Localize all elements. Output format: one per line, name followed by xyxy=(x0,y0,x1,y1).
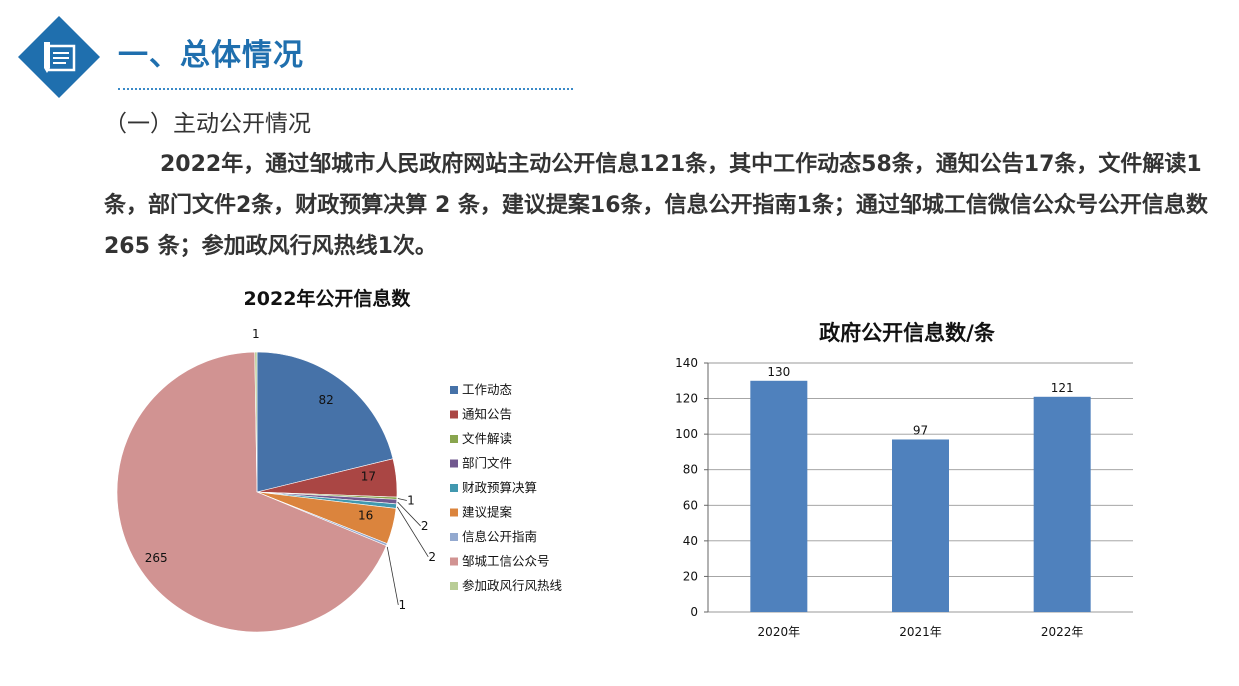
y-tick-label: 20 xyxy=(683,569,698,583)
legend-swatch xyxy=(450,410,458,419)
title-divider xyxy=(118,88,573,90)
pie-leader-line xyxy=(397,498,407,501)
legend-swatch xyxy=(450,557,458,566)
bar-chart: 政府公开信息数/条 0 20 40 60 80 100 120 140 130 2020年 97 2… xyxy=(675,321,1133,639)
legend-label: 部门文件 xyxy=(462,456,512,471)
legend-label: 参加政风行风热线 xyxy=(462,578,563,593)
y-tick-label: 120 xyxy=(675,392,698,406)
legend-label: 通知公告 xyxy=(462,407,512,422)
bar xyxy=(892,439,949,612)
legend-swatch xyxy=(450,508,458,517)
legend-label: 财政预算决算 xyxy=(462,480,537,495)
bar-value-label: 121 xyxy=(1051,381,1074,395)
pie-data-label: 16 xyxy=(358,508,373,522)
bar-title: 政府公开信息数/条 xyxy=(819,321,996,345)
legend-label: 邹城工信公众号 xyxy=(462,554,550,569)
subsection-title: （一）主动公开情况 xyxy=(104,111,311,137)
pie-slice xyxy=(254,351,258,493)
y-tick-label: 0 xyxy=(690,605,698,619)
y-tick-label: 140 xyxy=(675,356,698,370)
y-tick-label: 60 xyxy=(683,498,698,512)
bar xyxy=(750,380,808,612)
legend-label: 建议提案 xyxy=(462,505,513,520)
pie-slice xyxy=(116,351,387,633)
pie-data-label: 17 xyxy=(361,470,376,484)
section-title: 一、总体情况 xyxy=(118,38,304,73)
pie-data-label: 82 xyxy=(319,393,334,407)
y-tick-label: 40 xyxy=(683,534,698,548)
legend-swatch xyxy=(450,484,458,492)
legend-label: 信息公开指南 xyxy=(462,529,537,544)
pie-title: 2022年公开信息数 xyxy=(244,287,412,310)
legend-swatch xyxy=(450,435,458,443)
pie-data-label: 1 xyxy=(407,494,415,508)
legend-swatch xyxy=(450,386,458,394)
legend-swatch xyxy=(450,582,458,590)
summary-paragraph: 2022年，通过邹城市人民政府网站主动公开信息121条，其中工作动态58条，通知… xyxy=(104,152,1208,259)
bar-value-label: 97 xyxy=(913,423,928,437)
pie-leader-line xyxy=(396,506,429,558)
y-tick-label: 80 xyxy=(683,463,698,477)
pie-leader-line xyxy=(386,546,399,605)
bar xyxy=(1033,396,1091,612)
bar-value-label: 130 xyxy=(767,365,790,379)
pie-data-label: 1 xyxy=(252,327,260,341)
pie-data-label: 2 xyxy=(421,519,429,533)
document-pen-icon xyxy=(44,42,76,73)
legend-label: 文件解读 xyxy=(462,431,512,446)
x-tick-label: 2021年 xyxy=(899,625,942,639)
x-tick-label: 2022年 xyxy=(1041,625,1084,639)
pie-data-label: 1 xyxy=(398,598,406,612)
pie-data-label: 2 xyxy=(428,550,436,564)
x-tick-label: 2020年 xyxy=(758,625,801,639)
pie-slice xyxy=(256,351,394,493)
legend-label: 工作动态 xyxy=(462,382,512,397)
y-tick-label: 100 xyxy=(675,427,698,441)
pie-leader-line xyxy=(397,501,421,527)
legend-swatch xyxy=(450,459,458,468)
pie-data-label: 265 xyxy=(145,551,168,565)
legend-swatch xyxy=(450,533,458,541)
